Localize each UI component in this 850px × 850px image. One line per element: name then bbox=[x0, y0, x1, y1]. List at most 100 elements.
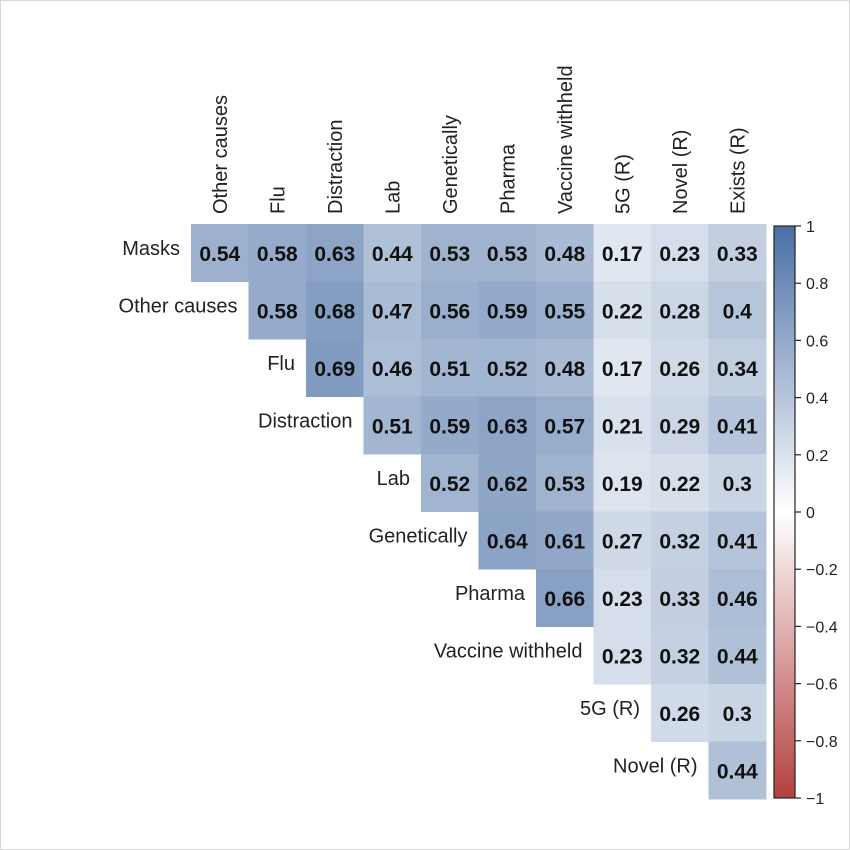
cell-value: 0.29 bbox=[659, 415, 700, 438]
cell-value: 0.23 bbox=[602, 645, 643, 668]
heatmap-cell bbox=[708, 684, 767, 742]
heatmap-cell bbox=[536, 396, 594, 455]
color-bar-tick-label: 0.6 bbox=[806, 333, 828, 350]
heatmap-cell bbox=[593, 454, 652, 512]
cell-value: 0.59 bbox=[429, 415, 470, 438]
cell-value: 0.46 bbox=[372, 358, 413, 381]
cell-value: 0.44 bbox=[717, 645, 758, 668]
heatmap-cell bbox=[536, 224, 594, 282]
cell-value: 0.48 bbox=[544, 358, 585, 381]
heatmap-cell bbox=[363, 224, 422, 282]
cell-value: 0.41 bbox=[717, 530, 758, 553]
cell-value: 0.32 bbox=[659, 530, 700, 553]
column-label: 5G (R) bbox=[612, 154, 634, 214]
heatmap-cell bbox=[306, 224, 364, 282]
heatmap-cell bbox=[536, 339, 594, 397]
cell-value: 0.19 bbox=[602, 473, 643, 496]
column-label: Exists (R) bbox=[727, 127, 749, 214]
heatmap-cell bbox=[478, 396, 537, 455]
heatmap-cell bbox=[536, 511, 594, 570]
heatmap-cell bbox=[708, 224, 767, 282]
cell-value: 0.23 bbox=[602, 588, 643, 611]
cell-value: 0.22 bbox=[659, 473, 700, 496]
cell-value: 0.26 bbox=[659, 358, 700, 381]
cell-value: 0.28 bbox=[659, 300, 700, 323]
heatmap-cell bbox=[651, 511, 709, 570]
cell-value: 0.33 bbox=[659, 588, 700, 611]
row-label: Other causes bbox=[119, 295, 238, 317]
heatmap-cell bbox=[593, 281, 652, 340]
heatmap-cell bbox=[421, 454, 479, 512]
row-label: Genetically bbox=[369, 525, 468, 547]
heatmap-cell bbox=[306, 281, 364, 340]
cell-value: 0.51 bbox=[429, 358, 470, 381]
heatmap-cell bbox=[651, 339, 709, 397]
cell-value: 0.51 bbox=[372, 415, 413, 438]
heatmap-cell bbox=[708, 396, 767, 455]
row-label: Flu bbox=[267, 353, 295, 375]
heatmap-cell bbox=[651, 684, 709, 742]
cell-value: 0.41 bbox=[717, 415, 758, 438]
row-label: Lab bbox=[377, 468, 410, 490]
heatmap-cell bbox=[708, 454, 767, 512]
heatmap-cell bbox=[421, 281, 479, 340]
heatmap-cell bbox=[248, 281, 307, 340]
heatmap-cell bbox=[363, 396, 422, 455]
heatmap-cell bbox=[651, 626, 709, 685]
heatmap-cell bbox=[478, 339, 537, 397]
heatmap-cell bbox=[651, 454, 709, 512]
color-bar-tick-label: 0.4 bbox=[806, 391, 828, 408]
cell-value: 0.47 bbox=[372, 300, 413, 323]
cell-value: 0.58 bbox=[257, 300, 298, 323]
heatmap-cell bbox=[536, 281, 594, 340]
heatmap-cell bbox=[191, 224, 249, 282]
column-label: Genetically bbox=[440, 115, 462, 214]
heatmap-cell bbox=[478, 281, 537, 340]
cell-value: 0.48 bbox=[544, 243, 585, 266]
color-bar-tick-label: −0.6 bbox=[806, 677, 838, 694]
cell-value: 0.27 bbox=[602, 530, 643, 553]
cell-value: 0.52 bbox=[487, 358, 528, 381]
row-label: 5G (R) bbox=[580, 698, 640, 720]
cell-value: 0.46 bbox=[717, 588, 758, 611]
cell-value: 0.64 bbox=[487, 530, 528, 553]
cell-value: 0.22 bbox=[602, 300, 643, 323]
cell-value: 0.33 bbox=[717, 243, 758, 266]
cell-value: 0.3 bbox=[723, 703, 752, 726]
column-label: Flu bbox=[267, 186, 289, 214]
cell-value: 0.63 bbox=[487, 415, 528, 438]
heatmap-cell bbox=[593, 339, 652, 397]
heatmap-cell bbox=[593, 569, 652, 627]
heatmap-cell bbox=[306, 339, 364, 397]
cell-value: 0.53 bbox=[487, 243, 528, 266]
cell-value: 0.17 bbox=[602, 243, 643, 266]
cell-value: 0.61 bbox=[544, 530, 585, 553]
cell-value: 0.4 bbox=[723, 300, 753, 323]
cell-value: 0.56 bbox=[429, 300, 470, 323]
row-label: Distraction bbox=[258, 410, 352, 432]
heatmap-cell bbox=[593, 396, 652, 455]
heatmap-cell bbox=[651, 281, 709, 340]
cell-value: 0.69 bbox=[314, 358, 355, 381]
column-label: Vaccine withheld bbox=[555, 65, 577, 214]
color-bar-tick-label: −0.8 bbox=[806, 734, 838, 751]
cell-value: 0.52 bbox=[429, 473, 470, 496]
heatmap-cell bbox=[478, 454, 537, 512]
heatmap-cell bbox=[708, 511, 767, 570]
heatmap-cell bbox=[478, 511, 537, 570]
heatmap-cell bbox=[593, 626, 652, 685]
cell-value: 0.59 bbox=[487, 300, 528, 323]
cell-value: 0.55 bbox=[544, 300, 585, 323]
column-label: Lab bbox=[382, 181, 404, 214]
heatmap-cell bbox=[708, 626, 767, 685]
heatmap-cell bbox=[593, 511, 652, 570]
cell-value: 0.3 bbox=[723, 473, 752, 496]
heatmap-cell bbox=[421, 339, 479, 397]
heatmap-cell bbox=[248, 224, 307, 282]
cell-value: 0.21 bbox=[602, 415, 643, 438]
heatmap-cell bbox=[708, 281, 767, 340]
heatmap-cell bbox=[651, 224, 709, 282]
heatmap-cell bbox=[593, 224, 652, 282]
cell-value: 0.23 bbox=[659, 243, 700, 266]
